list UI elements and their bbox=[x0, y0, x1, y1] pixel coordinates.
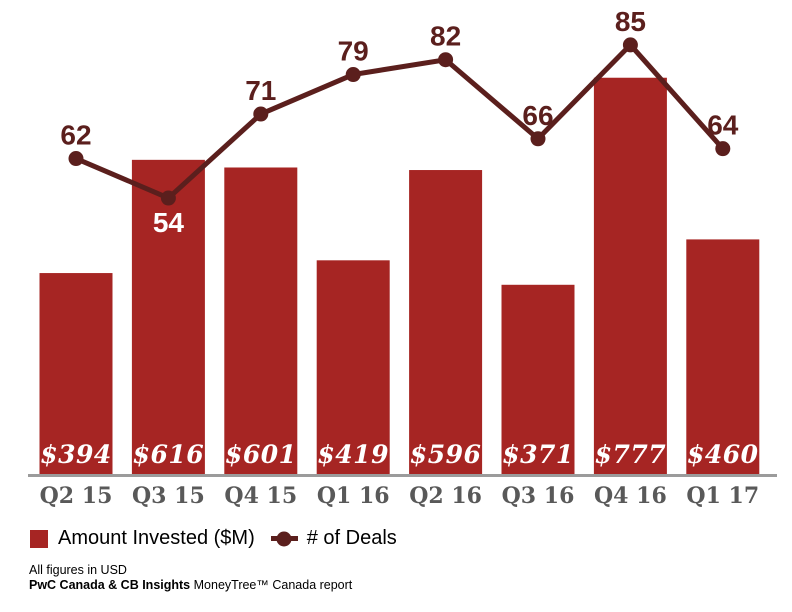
legend-item-amount-invested: Amount Invested ($M) bbox=[30, 527, 255, 550]
bar-Q4 16 bbox=[593, 77, 667, 474]
bar-Q3 15 bbox=[131, 159, 205, 474]
category-label: Q3 16 bbox=[502, 483, 575, 509]
deal-marker-Q3 16 bbox=[530, 131, 546, 147]
bar-Q1 16 bbox=[316, 260, 390, 474]
footnote-line1: All figures in USD bbox=[29, 563, 127, 577]
footnote-line2: PwC Canada & CB Insights MoneyTree™ Cana… bbox=[29, 578, 352, 593]
bar-value-label: $371 bbox=[502, 440, 574, 469]
deal-count-label: 54 bbox=[153, 207, 185, 238]
deal-count-label: 71 bbox=[245, 75, 276, 106]
deal-count-label: 85 bbox=[615, 6, 646, 37]
bar-Q2 15 bbox=[39, 273, 113, 474]
bar-value-label: $777 bbox=[595, 440, 667, 469]
chart-legend: Amount Invested ($M) # of Deals bbox=[30, 527, 397, 550]
bar-Q2 16 bbox=[409, 170, 483, 475]
deal-marker-Q2 16 bbox=[438, 52, 454, 68]
bar-series-swatch-icon bbox=[30, 529, 48, 548]
line-series-marker-icon bbox=[270, 531, 298, 546]
deal-count-label: 62 bbox=[60, 120, 91, 151]
deal-marker-Q3 15 bbox=[160, 190, 176, 206]
deal-marker-Q4 16 bbox=[622, 37, 638, 53]
deal-marker-Q4 15 bbox=[253, 106, 269, 122]
category-label: Q1 17 bbox=[686, 483, 759, 509]
bar-value-label: $601 bbox=[225, 440, 297, 469]
x-axis-line bbox=[28, 474, 777, 477]
combo-chart: 62 54 71 79 82 66 85 64 $394 $616 $601 $419 $596 $371… bbox=[28, 6, 777, 509]
bar-Q3 16 bbox=[501, 284, 575, 474]
category-label: Q1 16 bbox=[317, 483, 390, 509]
category-label: Q4 16 bbox=[594, 483, 667, 509]
deal-marker-Q2 15 bbox=[68, 151, 84, 167]
deal-count-label: 82 bbox=[430, 21, 461, 52]
footnote-source-bold: PwC Canada & CB Insights bbox=[29, 578, 191, 592]
bar-value-label: $616 bbox=[133, 440, 205, 469]
deals-line bbox=[75, 41, 725, 201]
deal-count-label: 79 bbox=[338, 36, 369, 67]
category-label: Q2 15 bbox=[40, 483, 113, 509]
legend-item-deals: # of Deals bbox=[270, 527, 397, 550]
deal-count-label: 64 bbox=[707, 110, 739, 141]
footnote: All figures in USD PwC Canada & CB Insig… bbox=[29, 563, 352, 593]
bar-Q1 17 bbox=[686, 239, 760, 474]
deal-marker-Q1 16 bbox=[345, 67, 361, 83]
category-label: Q2 16 bbox=[409, 483, 482, 509]
bar-value-label: $419 bbox=[317, 440, 389, 469]
bar-value-label: $394 bbox=[40, 440, 112, 469]
category-label: Q3 15 bbox=[132, 483, 205, 509]
category-label: Q4 15 bbox=[224, 483, 297, 509]
deal-marker-Q1 17 bbox=[715, 141, 731, 157]
legend-label-deals: # of Deals bbox=[306, 527, 397, 549]
footnote-source-rest: MoneyTree™ Canada report bbox=[193, 578, 353, 592]
bar-Q4 15 bbox=[224, 167, 298, 475]
bar-value-label: $460 bbox=[687, 440, 759, 469]
bar-value-label: $596 bbox=[410, 440, 482, 469]
deal-count-label: 66 bbox=[522, 100, 553, 131]
legend-label-amount-invested: Amount Invested ($M) bbox=[58, 527, 255, 549]
